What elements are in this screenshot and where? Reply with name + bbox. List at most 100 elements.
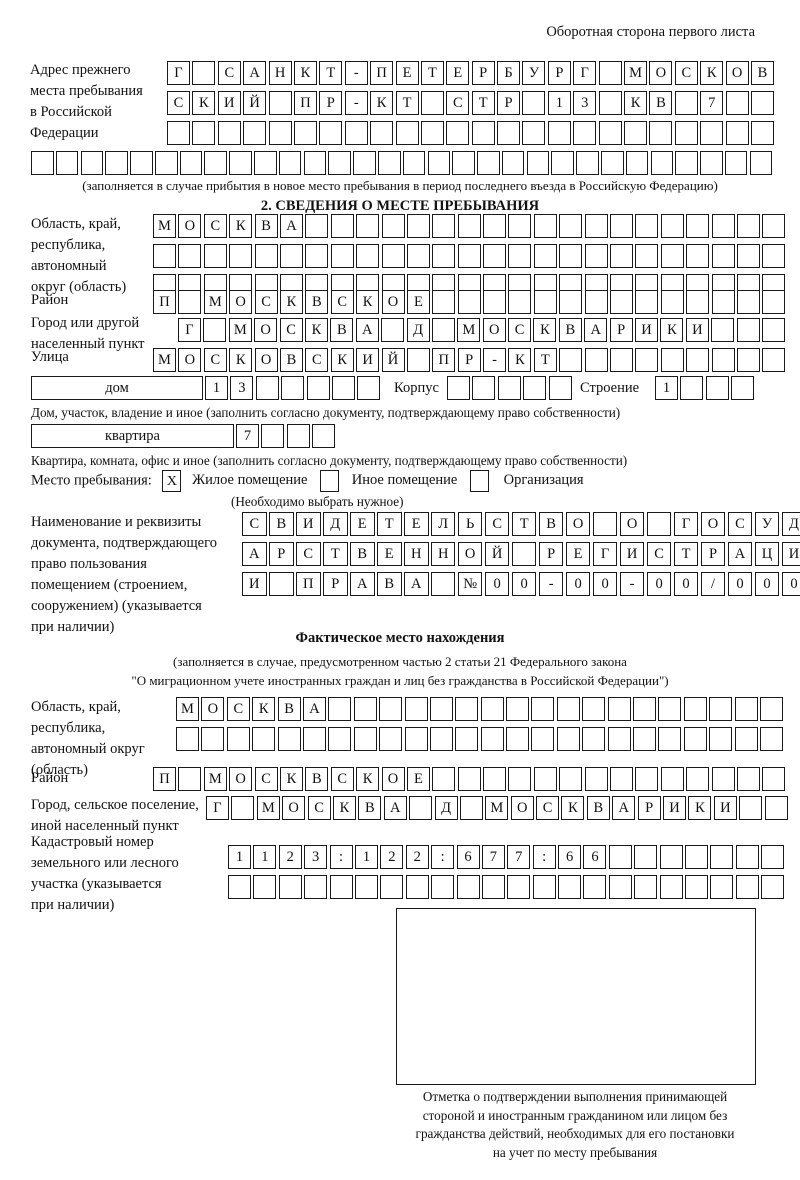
char-cell[interactable]: М xyxy=(228,318,252,342)
char-cell[interactable] xyxy=(533,290,557,314)
char-cell[interactable] xyxy=(576,151,599,175)
char-cell[interactable]: И xyxy=(685,318,709,342)
char-cell[interactable] xyxy=(533,214,557,238)
char-cell[interactable] xyxy=(506,697,530,721)
char-cell[interactable]: М xyxy=(485,796,509,820)
char-cell[interactable] xyxy=(477,151,500,175)
char-cell[interactable]: Е xyxy=(395,61,419,85)
char-cell[interactable] xyxy=(420,91,444,115)
char-cell[interactable]: 2 xyxy=(405,845,429,869)
char-cell[interactable] xyxy=(762,244,786,268)
char-cell[interactable] xyxy=(531,697,555,721)
char-cell[interactable]: А xyxy=(349,572,375,596)
char-cell[interactable]: А xyxy=(355,318,379,342)
char-cell[interactable] xyxy=(330,214,354,238)
char-cell[interactable] xyxy=(598,61,622,85)
char-cell[interactable] xyxy=(447,376,470,400)
char-cell[interactable] xyxy=(329,875,353,899)
char-cell[interactable] xyxy=(686,214,710,238)
char-cell[interactable] xyxy=(406,244,430,268)
char-cell[interactable]: Д xyxy=(781,512,800,536)
char-cell[interactable]: - xyxy=(483,348,507,372)
char-cell[interactable] xyxy=(547,121,571,145)
char-cell[interactable]: М xyxy=(153,348,176,372)
char-cell[interactable] xyxy=(658,697,682,721)
char-cell[interactable] xyxy=(432,244,456,268)
char-cell[interactable] xyxy=(80,151,104,175)
char-cell[interactable]: В xyxy=(538,512,564,536)
char-cell[interactable] xyxy=(607,697,631,721)
char-cell[interactable]: 1 xyxy=(547,91,571,115)
char-cell[interactable] xyxy=(710,875,734,899)
char-cell[interactable] xyxy=(452,151,475,175)
char-cell[interactable]: К xyxy=(229,214,253,238)
char-cell[interactable]: В xyxy=(330,318,354,342)
char-cell[interactable]: К xyxy=(370,91,394,115)
char-cell[interactable] xyxy=(457,244,481,268)
char-cell[interactable] xyxy=(522,121,546,145)
char-cell[interactable] xyxy=(471,121,495,145)
char-cell[interactable] xyxy=(254,151,277,175)
char-cell[interactable] xyxy=(551,151,574,175)
char-cell[interactable] xyxy=(176,727,199,751)
char-cell[interactable] xyxy=(736,318,760,342)
char-cell[interactable]: 3 xyxy=(304,845,328,869)
char-cell[interactable]: К xyxy=(356,290,380,314)
char-cell[interactable]: Е xyxy=(406,767,430,791)
char-cell[interactable] xyxy=(556,727,580,751)
char-cell[interactable] xyxy=(404,727,428,751)
char-cell[interactable]: В xyxy=(558,318,582,342)
char-cell[interactable]: И xyxy=(635,318,659,342)
char-cell[interactable] xyxy=(353,727,377,751)
char-cell[interactable]: С xyxy=(508,318,532,342)
char-cell[interactable] xyxy=(277,727,301,751)
char-cell[interactable] xyxy=(660,244,684,268)
char-cell[interactable] xyxy=(483,244,507,268)
char-cell[interactable] xyxy=(457,214,481,238)
char-cell[interactable] xyxy=(354,875,378,899)
char-cell[interactable] xyxy=(409,796,433,820)
char-cell[interactable] xyxy=(192,61,216,85)
char-cell[interactable] xyxy=(217,121,241,145)
char-cell[interactable]: В xyxy=(649,91,673,115)
char-cell[interactable]: А xyxy=(383,796,407,820)
char-cell[interactable]: П xyxy=(293,91,317,115)
checkbox-organizaciya[interactable] xyxy=(469,470,489,492)
char-cell[interactable]: В xyxy=(277,697,301,721)
char-cell[interactable]: В xyxy=(268,512,294,536)
char-cell[interactable] xyxy=(559,348,583,372)
char-cell[interactable] xyxy=(750,121,774,145)
char-cell[interactable] xyxy=(659,875,683,899)
char-cell[interactable] xyxy=(455,727,479,751)
char-cell[interactable]: О xyxy=(649,61,673,85)
char-cell[interactable]: С xyxy=(226,697,250,721)
char-cell[interactable] xyxy=(356,214,380,238)
char-cell[interactable] xyxy=(459,796,483,820)
char-cell[interactable] xyxy=(154,151,178,175)
char-cell[interactable] xyxy=(680,376,704,400)
char-cell[interactable]: Т xyxy=(395,91,419,115)
char-cell[interactable]: А xyxy=(584,318,608,342)
char-cell[interactable]: И xyxy=(781,542,800,566)
char-cell[interactable] xyxy=(456,875,480,899)
char-cell[interactable] xyxy=(483,767,507,791)
char-cell[interactable] xyxy=(764,796,788,820)
char-cell[interactable] xyxy=(229,151,252,175)
char-cell[interactable]: Г xyxy=(206,796,229,820)
char-cell[interactable]: М xyxy=(457,318,481,342)
char-cell[interactable]: В xyxy=(586,796,610,820)
char-cell[interactable] xyxy=(431,318,455,342)
char-cell[interactable] xyxy=(457,290,481,314)
section2-region-row-2[interactable] xyxy=(153,244,786,268)
char-cell[interactable]: И xyxy=(619,542,645,566)
char-cell[interactable]: О xyxy=(482,318,506,342)
char-cell[interactable] xyxy=(344,121,368,145)
char-cell[interactable] xyxy=(598,91,622,115)
char-cell[interactable]: С xyxy=(307,796,331,820)
doc-row-3[interactable]: И П Р А В А № 0 0-0 0-0 0/0 0 0 xyxy=(242,572,800,596)
char-cell[interactable] xyxy=(650,151,674,175)
char-cell[interactable]: : xyxy=(431,845,455,869)
char-cell[interactable] xyxy=(379,697,403,721)
